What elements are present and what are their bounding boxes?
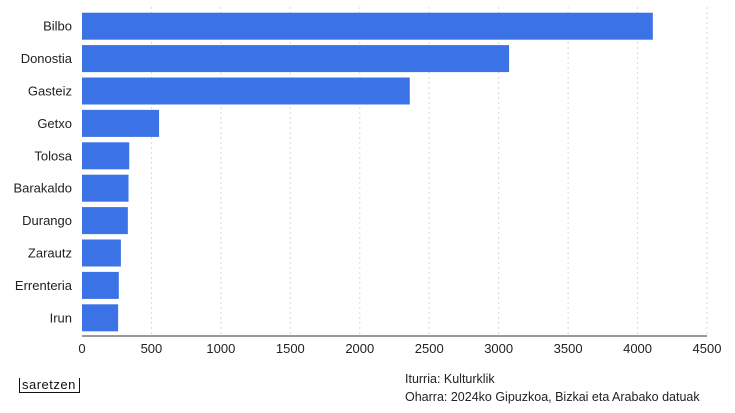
brand-logo: saretzen: [19, 378, 80, 393]
bar-gasteiz: [82, 77, 410, 105]
x-tick-label: 3500: [554, 341, 583, 356]
x-tick-label: 2500: [415, 341, 444, 356]
category-label: Barakaldo: [13, 181, 72, 196]
x-tick-label: 3000: [484, 341, 513, 356]
category-label: Bilbo: [43, 19, 72, 34]
x-tick-label: 4500: [693, 341, 722, 356]
bar-errenteria: [82, 271, 119, 299]
bar-chart: Bilbo Donostia Gasteiz Getxo Tolosa Barakaldo…: [13, 7, 721, 356]
category-label: Donostia: [21, 51, 73, 66]
bar-donostia: [82, 45, 510, 73]
source-text: Iturria: Kulturklik: [405, 372, 495, 386]
x-tick-label: 4000: [623, 341, 652, 356]
category-labels: Bilbo Donostia Gasteiz Getxo Tolosa Barakaldo…: [13, 19, 72, 326]
category-label: Zarautz: [28, 246, 72, 261]
chart-footnote: Iturria: Kulturklik Oharra: 2024ko Gipuz…: [405, 370, 700, 406]
bar-durango: [82, 207, 128, 235]
bar-barakaldo: [82, 174, 129, 202]
note-text: Oharra: 2024ko Gipuzkoa, Bizkai eta Arab…: [405, 390, 700, 404]
x-tick-label: 1000: [206, 341, 235, 356]
category-label: Gasteiz: [28, 84, 72, 99]
x-tick-labels: 0 500 1000 1500 2000 2500 3000 3500 4000 4500: [78, 341, 721, 356]
bar-irun: [82, 304, 119, 332]
x-tick-label: 500: [141, 341, 163, 356]
bar-tolosa: [82, 142, 130, 170]
category-label: Irun: [50, 310, 72, 325]
category-label: Tolosa: [34, 148, 72, 163]
bar-bilbo: [82, 12, 653, 40]
x-tick-label: 2000: [345, 341, 374, 356]
category-label: Durango: [22, 213, 72, 228]
bar-zarautz: [82, 239, 121, 267]
bar-getxo: [82, 109, 160, 137]
bars: [82, 12, 653, 332]
x-tick-label: 1500: [276, 341, 305, 356]
category-label: Errenteria: [15, 278, 73, 293]
category-label: Getxo: [37, 116, 72, 131]
x-tick-label: 0: [78, 341, 85, 356]
